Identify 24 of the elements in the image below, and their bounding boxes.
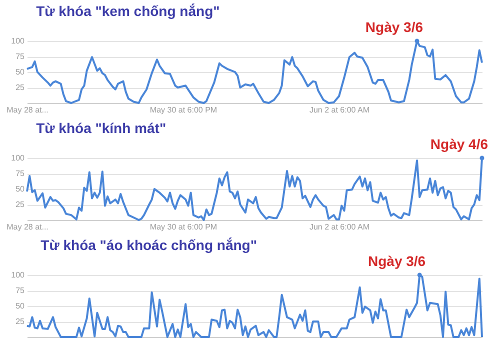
y-tick-label: 25 [16,317,26,326]
x-tick-label: May 28 at... [6,222,48,232]
y-tick-label: 75 [16,286,26,295]
y-tick-label: 75 [16,52,26,61]
x-tick-label: May 30 at 6:00 PM [150,222,218,232]
x-tick-label: May 28 at... [6,106,48,114]
y-tick-label: 50 [16,302,26,310]
annotation: Ngày 3/6 [368,253,426,269]
chart-title: Từ khóa "kem chống nắng" [36,3,220,19]
chart-title: Từ khóa "áo khoác chống nắng" [40,237,257,253]
x-tick-label: Jun 2 at 6:00 AM [309,106,370,114]
annotation: Ngày 3/6 [365,19,424,35]
chart-title: Từ khóa "kính mát" [36,120,166,136]
x-tick-label: Jun 2 at 6:00 AM [309,222,370,232]
y-tick-label: 100 [11,154,26,162]
y-tick-label: 100 [11,36,26,46]
y-tick-label: 25 [16,200,26,209]
y-tick-label: 50 [16,184,26,194]
y-tick-label: 50 [16,68,26,76]
y-tick-label: 75 [16,169,26,178]
annotation: Ngày 4/6 [430,136,488,152]
x-tick-label: May 30 at 6:00 PM [150,106,218,114]
y-tick-label: 100 [11,270,26,280]
y-tick-label: 25 [16,83,26,92]
